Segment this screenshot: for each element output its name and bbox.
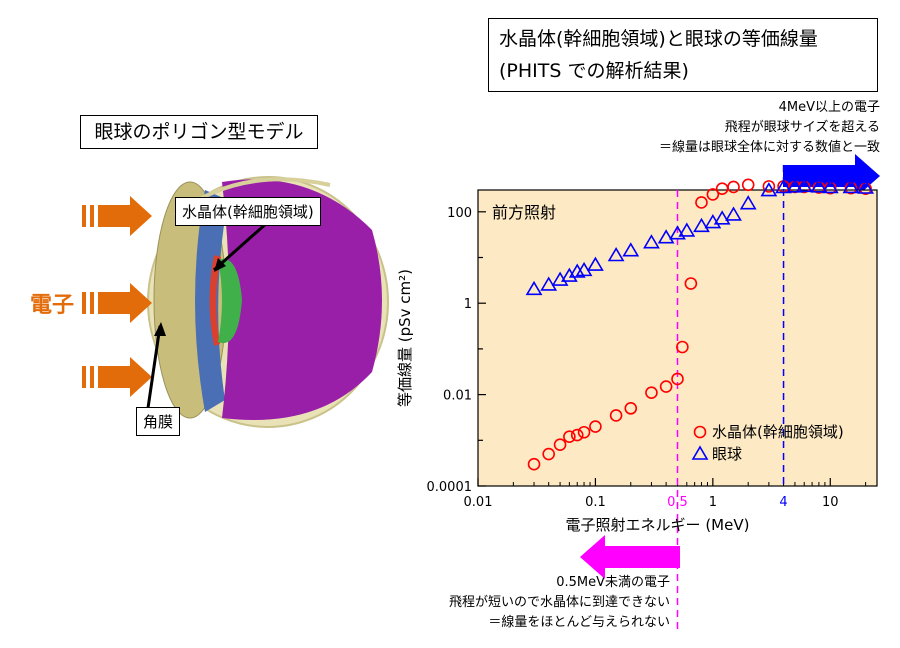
lens-dose-point (624, 402, 638, 415)
cornea-callout: 角膜 (136, 407, 181, 436)
inset-label: 前方照射 (492, 203, 556, 222)
y-tick-label: 0.01 (443, 389, 472, 404)
lens-dose-point (823, 181, 837, 195)
eyeball-dose-point (568, 263, 586, 278)
eyeball-dose-point (693, 217, 710, 233)
lens-callout: 水晶体(幹細胞領域) (175, 197, 321, 226)
lens-dose-point (741, 178, 755, 192)
eyeball-dose-point (678, 222, 696, 237)
eyeball-dose-point (713, 210, 731, 225)
lens-region (218, 258, 242, 344)
y-tick-label: 0.0001 (427, 480, 473, 495)
lens-dose-point (844, 181, 858, 195)
y-tick-label: 1 (464, 297, 472, 312)
reference-line-label: 0.5 (667, 495, 688, 510)
eyeball-dose-point (857, 179, 875, 194)
legend-marker-eyeball (691, 445, 709, 460)
x-tick-label: 10 (822, 495, 839, 510)
lens-dose-point (563, 430, 576, 443)
eyeball-dose-point (560, 267, 578, 282)
lens-dose-point (727, 180, 740, 194)
eyeball-dose-point (775, 178, 792, 194)
eyeball-dose-point (842, 178, 860, 194)
high-note-line-3: ＝線量は眼球全体に対する数値と一致 (658, 140, 880, 155)
high-note-line-1: 4MeV以上の電子 (778, 100, 880, 115)
eyeball-dose-point (821, 178, 839, 194)
lens-dose-point (542, 447, 555, 461)
lens-dose-point (645, 386, 658, 400)
electron-arrow-top (82, 196, 152, 236)
electron-arrow-middle (82, 283, 152, 323)
legend-marker-lens (693, 425, 707, 439)
eyeball-dose-point (810, 178, 828, 193)
lens-dose-point (570, 428, 584, 442)
lens-dose-point (671, 372, 684, 386)
chart-title-line1: 水晶体(幹細胞領域)と眼球の等価線量 (499, 28, 818, 50)
lens-dose-point (695, 196, 708, 209)
eyeball-dose-point (643, 234, 660, 249)
lens-dose-point (589, 420, 602, 433)
high-energy-note: 4MeV以上の電子 飛程が眼球サイズを超える ＝線量は眼球全体に対する数値と一致 (659, 98, 880, 158)
lens-dose-point (527, 457, 541, 471)
x-axis-label: 電子照射エネルギー (MeV) (566, 516, 750, 534)
lens-dose-point (762, 180, 776, 193)
low-note-line-1: 0.5MeV未満の電子 (556, 575, 670, 590)
electron-arrow-bottom (82, 357, 152, 397)
y-tick-label: 100 (447, 206, 472, 221)
eyeball-dose-point (760, 182, 778, 197)
eye-model-title: 眼球のポリゴン型モデル (80, 115, 318, 149)
electron-label: 電子 (30, 293, 75, 318)
lens-dose-point (676, 340, 689, 354)
lens-dose-point (706, 188, 720, 201)
low-note-line-2: 飛程が短いので水晶体に到達できない (448, 595, 670, 610)
cornea-leader-line (146, 325, 162, 409)
x-tick-label: 0.01 (464, 495, 493, 510)
lens-leader-line (213, 220, 269, 272)
eyeball-dose-point (786, 178, 804, 193)
red-layer (209, 255, 221, 346)
eyeball-dose-point (575, 261, 593, 277)
x-tick-label: 0.1 (585, 495, 606, 510)
low-note-line-3: ＝線量をほとんど与えられない (488, 615, 670, 630)
vitreous-body (222, 179, 382, 421)
legend-label: 水晶体(幹細胞領域) (712, 423, 844, 441)
eye-model-illustration (82, 176, 389, 428)
lens-dose-point (609, 409, 623, 422)
eyeball-dose-point (725, 206, 742, 221)
eyeball-dose-point (739, 195, 757, 210)
chart-title: 水晶体(幹細胞領域)と眼球の等価線量 (PHITS での解析結果) (488, 18, 878, 92)
lens-dose-point (659, 380, 673, 393)
lens-dose-point (553, 438, 567, 452)
low-energy-arrow (580, 535, 680, 579)
lens-dose-point (684, 277, 698, 290)
lens-dose-point (577, 425, 591, 439)
eyeball-dose-point (525, 280, 543, 296)
eyeball-dose-point (795, 177, 813, 193)
legend-label: 眼球 (712, 445, 742, 463)
y-axis-label: 等価線量 (pSv cm²) (396, 269, 414, 407)
lens-dose-point (859, 182, 872, 196)
eyeball-dose-point (607, 247, 625, 262)
reference-line-label: 4 (779, 495, 787, 510)
eyeball-dose-point (587, 256, 604, 271)
chart-title-line2: (PHITS での解析結果) (499, 60, 689, 82)
eyeball-dose-point (622, 242, 640, 257)
eyeball-dose-point (540, 276, 558, 291)
low-energy-note: 0.5MeV未満の電子 飛程が短いので水晶体に到達できない ＝線量をほとんど与え… (449, 573, 670, 633)
high-note-line-2: 飛程が眼球サイズを超える (724, 120, 880, 135)
eyeball-dose-point (657, 229, 675, 244)
x-tick-label: 1 (709, 495, 717, 510)
